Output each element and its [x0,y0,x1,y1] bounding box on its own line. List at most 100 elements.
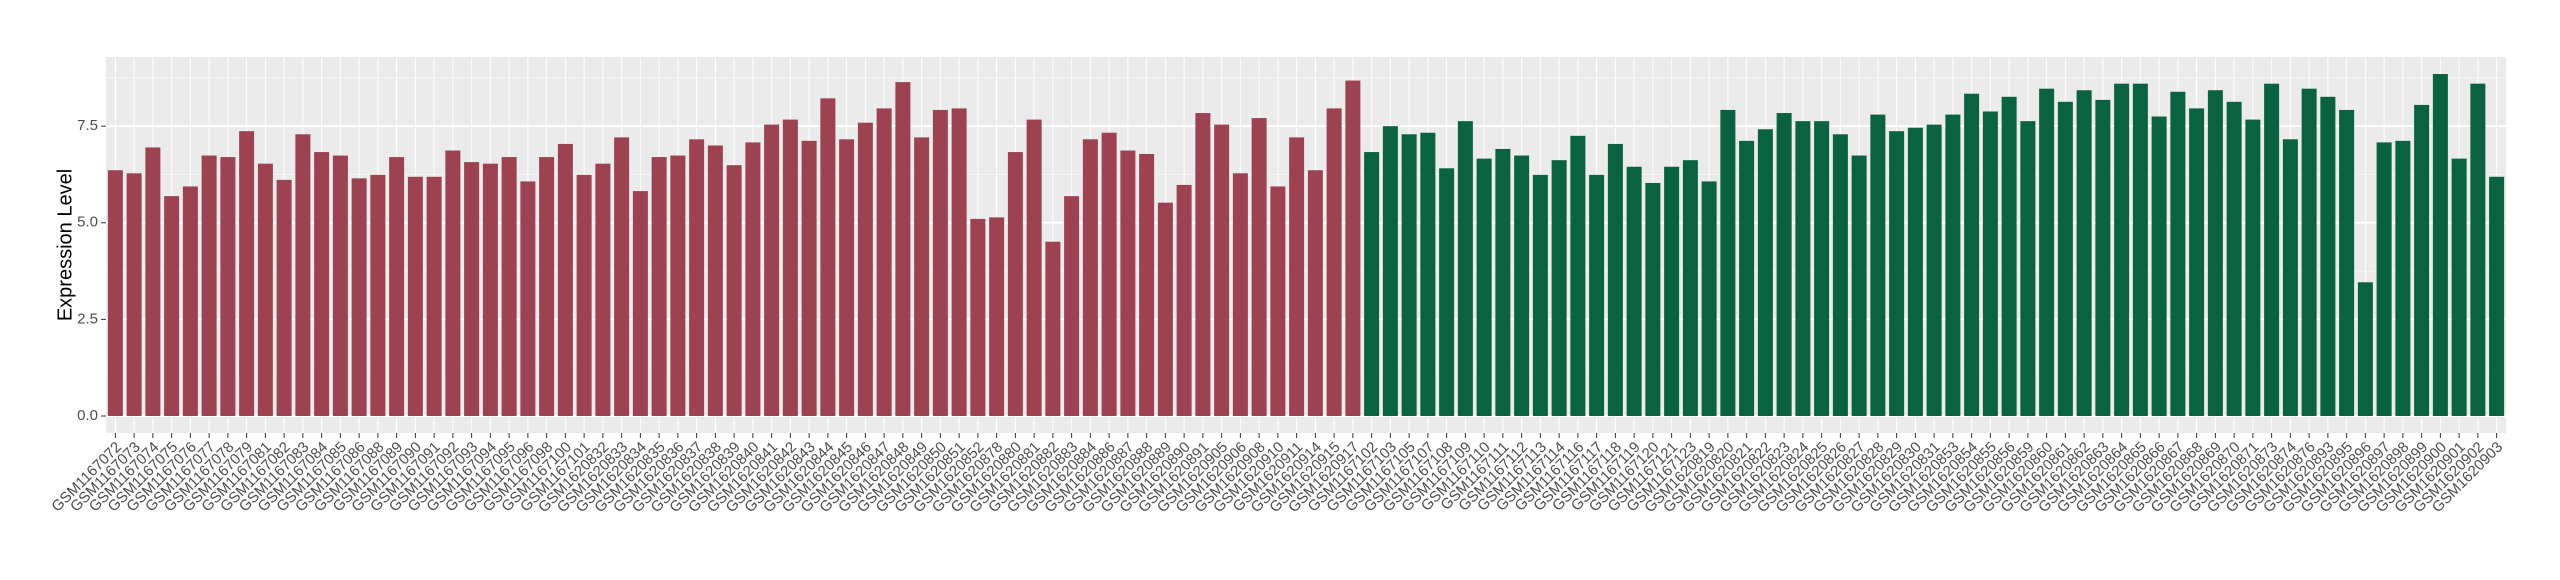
bar [182,186,198,416]
bar [332,155,348,416]
bar [2395,140,2411,416]
bar [2057,101,2073,416]
bar [295,134,311,416]
y-tick-label: 5.0 [77,214,98,231]
bar [670,155,686,416]
bar [1214,124,1230,416]
bar [1926,124,1942,416]
bar [1795,121,1811,416]
bar [2039,88,2055,416]
bar [370,174,386,416]
y-tick-label: 2.5 [77,310,98,327]
bar [1457,121,1473,416]
bar [1682,160,1698,416]
bar [839,139,855,416]
bar [1045,241,1061,416]
bar [932,109,948,416]
bar [2170,91,2186,416]
bar [2207,90,2223,416]
bar [876,108,892,416]
bar [2470,83,2486,416]
bar [2489,176,2505,416]
bar [2001,96,2017,416]
bar [1476,158,1492,416]
bar [426,176,442,416]
bar [464,162,480,416]
bar [2451,158,2467,416]
bar [407,176,423,416]
bar [632,191,648,416]
bar [1026,119,1042,416]
bar [707,145,723,416]
bar [2414,104,2430,416]
bar [726,165,742,416]
bar [2114,83,2130,416]
bar [1551,160,1567,416]
bar [1720,109,1736,416]
bar [1757,129,1773,416]
bar [2376,142,2392,416]
bar [389,157,405,416]
bar [970,218,986,416]
bar [2076,90,2092,416]
bar [1251,118,1267,416]
bar [2282,139,2298,416]
bar [914,137,930,416]
bar [1832,134,1848,416]
bar [126,173,142,416]
bar [257,163,273,416]
bar [145,147,161,416]
bar [1420,132,1436,416]
bar [1064,196,1080,416]
bar [2301,88,2317,416]
bar [220,157,236,416]
bar [764,124,780,416]
bar [164,196,180,416]
bar [1589,174,1605,416]
bar [482,163,498,416]
y-tick-label: 0.0 [77,407,98,424]
bar [1082,139,1098,416]
bar [1232,173,1248,416]
bar [801,140,817,416]
bar [1364,152,1380,416]
bar [1870,114,1886,416]
bar [1982,111,1998,416]
bar [501,157,517,416]
bar [1101,132,1117,416]
bar [857,122,873,416]
bar [1907,127,1923,416]
bar [1289,137,1305,416]
bar [1382,126,1398,416]
bar [1195,113,1211,416]
bar [951,108,967,416]
bar [2189,108,2205,416]
bar [1607,143,1623,416]
bar [2095,99,2111,416]
bar [1889,131,1905,416]
bar [1814,121,1830,416]
bar [2320,96,2336,416]
bar [1701,181,1717,416]
bar [1345,80,1361,416]
bar [1307,170,1323,416]
bar [614,137,630,416]
bar [351,178,367,416]
bar [1007,152,1023,416]
bar [1120,150,1136,416]
bar [1626,166,1642,416]
bar [2020,121,2036,416]
bar [539,157,555,416]
bar [745,142,761,416]
bar [1439,168,1455,416]
bar [1945,114,1961,416]
bar [1157,202,1173,416]
bar [2339,109,2355,416]
bar [1645,182,1661,416]
bar [895,82,911,416]
bar [107,170,123,416]
bar [1776,113,1792,416]
bar [1401,134,1417,416]
bar [520,181,536,416]
bar [2357,282,2373,416]
